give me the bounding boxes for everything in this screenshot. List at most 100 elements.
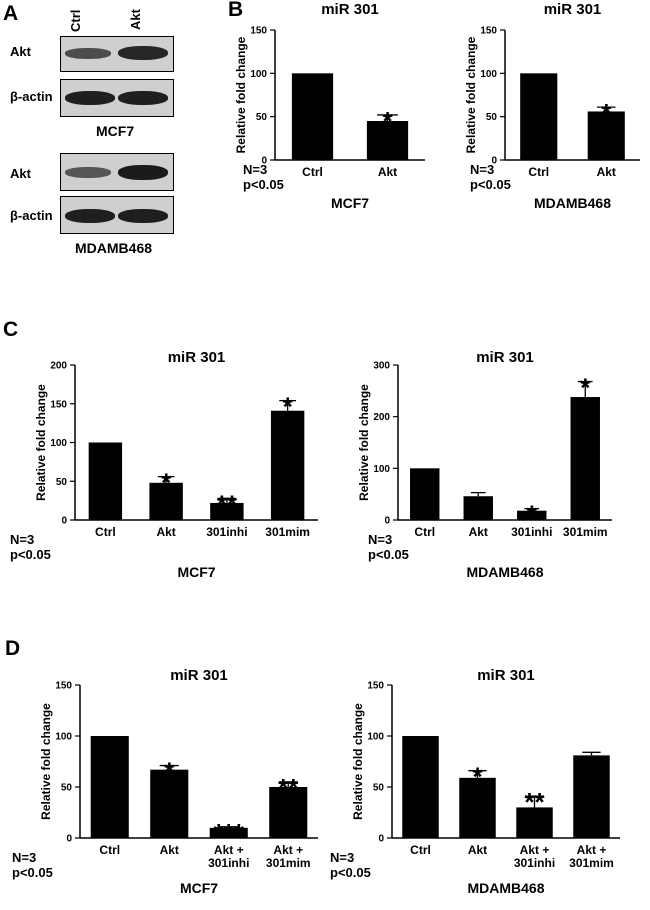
- bar: [149, 482, 183, 520]
- y-tick-label: 0: [261, 156, 267, 167]
- chart-title: miR 301: [170, 667, 228, 684]
- bar: [570, 397, 600, 520]
- stats-b1: N=3 p<0.05: [243, 162, 284, 192]
- x-tick-label: Akt: [378, 165, 397, 179]
- y-tick-label: 0: [384, 516, 390, 527]
- bar: [150, 769, 189, 838]
- y-axis-title: Relative fold change: [357, 384, 371, 501]
- stats-n: N=3: [10, 532, 35, 547]
- bar: [88, 442, 123, 520]
- x-axis-title: MDAMB468: [467, 880, 544, 896]
- stats-p: p<0.05: [470, 177, 511, 192]
- y-tick-label: 150: [250, 26, 267, 37]
- x-tick-label: Ctrl: [414, 525, 435, 539]
- y-tick-label: 50: [256, 112, 268, 123]
- x-tick-label: Akt: [160, 843, 179, 857]
- x-tick-label: Akt +: [577, 843, 607, 857]
- significance-mark: *: [382, 106, 393, 136]
- y-tick-label: 300: [373, 361, 390, 372]
- y-tick-label: 150: [55, 681, 72, 692]
- y-tick-label: 0: [61, 516, 67, 527]
- stats-n: N=3: [330, 850, 355, 865]
- bar: [463, 496, 493, 520]
- stats-c2: N=3 p<0.05: [368, 532, 409, 562]
- y-tick-label: 100: [50, 438, 67, 449]
- blot-row-label-akt-mdamb468: Akt: [10, 166, 31, 181]
- x-tick-label: 301inhi: [206, 525, 247, 539]
- stats-p: p<0.05: [368, 547, 409, 562]
- x-tick-label: 301inhi: [511, 525, 552, 539]
- blot-band: [118, 209, 168, 223]
- x-tick-label: 301mim: [563, 525, 608, 539]
- y-tick-label: 50: [61, 783, 73, 794]
- x-tick-label: Ctrl: [99, 843, 120, 857]
- x-tick-label: Akt: [469, 525, 488, 539]
- x-tick-label: Ctrl: [410, 843, 431, 857]
- blot-row-label-bactin-mdamb468: β-actin: [10, 208, 53, 223]
- y-tick-label: 100: [373, 464, 390, 475]
- x-axis-title: MDAMB468: [466, 564, 543, 580]
- blot-akt-mdamb468: [60, 153, 174, 191]
- significance-mark: *: [472, 762, 483, 792]
- bar: [517, 510, 547, 520]
- x-axis-title: MCF7: [177, 564, 215, 580]
- x-tick-label: Akt +: [273, 843, 303, 857]
- y-tick-label: 100: [480, 69, 497, 80]
- bar: [587, 111, 625, 160]
- bar: [459, 777, 496, 838]
- bar: [402, 736, 439, 838]
- blot-cell-line-mdamb468: MDAMB468: [75, 240, 153, 256]
- bar: [209, 827, 248, 838]
- significance-mark: **: [217, 489, 238, 519]
- stats-n: N=3: [12, 850, 37, 865]
- blot-cell-line-mcf7: MCF7: [96, 123, 135, 139]
- x-tick-label: 301mim: [265, 525, 310, 539]
- significance-mark: *: [164, 757, 175, 787]
- y-tick-label: 50: [486, 112, 498, 123]
- significance-mark: *: [161, 468, 172, 498]
- y-tick-label: 50: [373, 783, 385, 794]
- x-tick-label: Akt +: [214, 843, 244, 857]
- x-tick-label: Akt +: [520, 843, 550, 857]
- y-tick-label: 0: [491, 156, 497, 167]
- chart-title: miR 301: [477, 667, 535, 684]
- bar: [210, 502, 244, 520]
- panel-label-a: A: [3, 2, 19, 25]
- stats-n: N=3: [243, 162, 268, 177]
- blot-row-label-akt-mcf7: Akt: [10, 44, 31, 59]
- bar: [269, 787, 308, 838]
- y-axis-title: Relative fold change: [34, 384, 48, 501]
- bar: [90, 736, 129, 838]
- x-tick-label: 301mim: [569, 856, 614, 870]
- blot-band: [118, 46, 168, 60]
- panel-label-c: C: [3, 318, 19, 341]
- blot-bactin-mcf7: [60, 79, 174, 117]
- bar: [291, 73, 334, 160]
- stats-p: p<0.05: [12, 865, 53, 880]
- chart-title: miR 301: [168, 349, 226, 366]
- stats-d2: N=3 p<0.05: [330, 850, 371, 880]
- blot-row-label-bactin-mcf7: β-actin: [10, 89, 53, 104]
- x-tick-label: 301inhi: [208, 856, 249, 870]
- y-axis-title: Relative fold change: [39, 703, 53, 820]
- blot-band: [65, 48, 111, 59]
- significance-mark: **: [278, 773, 299, 803]
- x-tick-label: Ctrl: [528, 165, 549, 179]
- stats-p: p<0.05: [243, 177, 284, 192]
- y-tick-label: 200: [373, 412, 390, 423]
- stats-n: N=3: [368, 532, 393, 547]
- blot-bactin-mdamb468: [60, 196, 174, 234]
- stats-b2: N=3 p<0.05: [470, 162, 511, 192]
- y-axis-title: Relative fold change: [351, 703, 365, 820]
- y-tick-label: 50: [56, 477, 68, 488]
- x-axis-title: MCF7: [331, 195, 369, 211]
- chart-title: miR 301: [321, 1, 379, 18]
- stats-p: p<0.05: [10, 547, 51, 562]
- bar: [520, 73, 558, 160]
- blot-band: [65, 91, 115, 105]
- significance-mark: **: [524, 787, 545, 817]
- panel-label-b: B: [228, 0, 244, 21]
- blot-band: [65, 209, 115, 223]
- x-tick-label: Akt: [468, 843, 487, 857]
